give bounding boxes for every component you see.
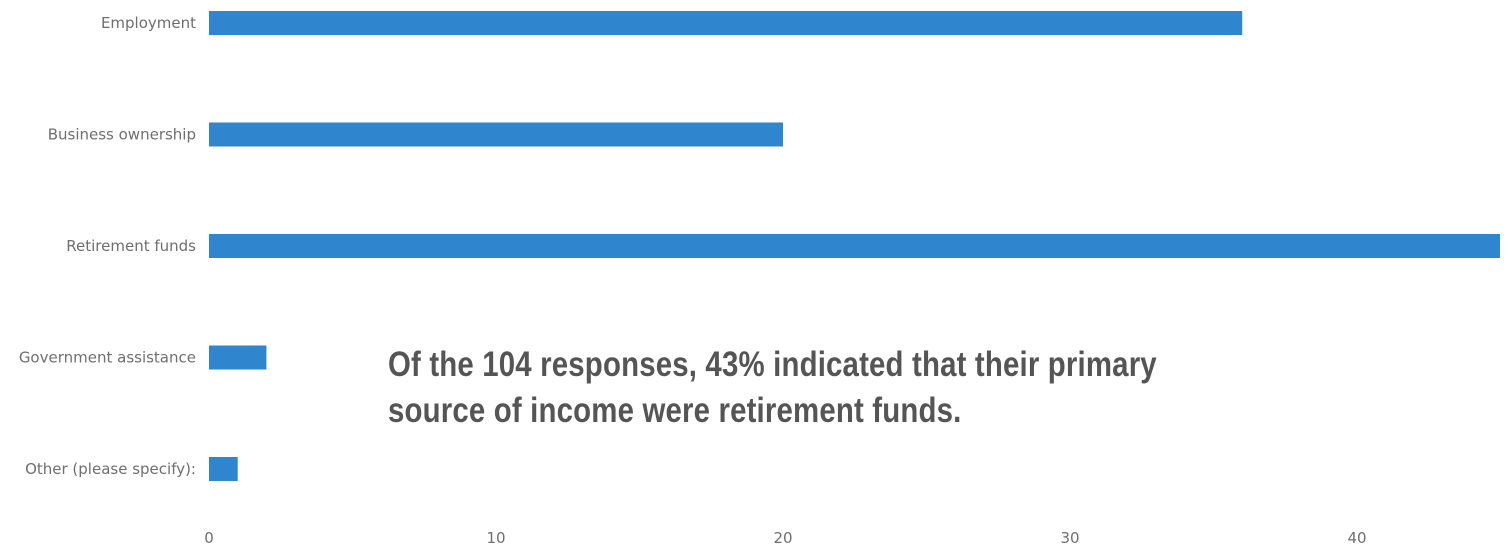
category-labels: Employment Business ownership Retirement f… (19, 14, 196, 478)
bar (209, 122, 783, 147)
category-label: Retirement funds (66, 237, 196, 255)
x-tick-label: 30 (1060, 529, 1079, 547)
category-label: Government assistance (19, 349, 196, 367)
category-label: Other (please specify): (25, 460, 196, 478)
bar (209, 345, 267, 370)
x-tick-label: 10 (486, 529, 505, 547)
bars (209, 11, 1500, 481)
category-label: Employment (101, 14, 196, 32)
annotation-line-1: Of the 104 responses, 43% indicated that… (388, 345, 1157, 384)
chart-annotation: Of the 104 responses, 43% indicated that… (388, 342, 1228, 434)
annotation-line-2: source of income were retirement funds. (388, 391, 962, 430)
bar (209, 11, 1243, 35)
x-tick-label: 0 (204, 529, 214, 547)
bar (209, 234, 1500, 258)
x-tick-label: 20 (773, 529, 792, 547)
bar (209, 457, 238, 481)
x-axis-ticks: 0 10 20 30 40 (204, 529, 1366, 547)
x-tick-label: 40 (1347, 529, 1366, 547)
category-label: Business ownership (48, 126, 196, 144)
